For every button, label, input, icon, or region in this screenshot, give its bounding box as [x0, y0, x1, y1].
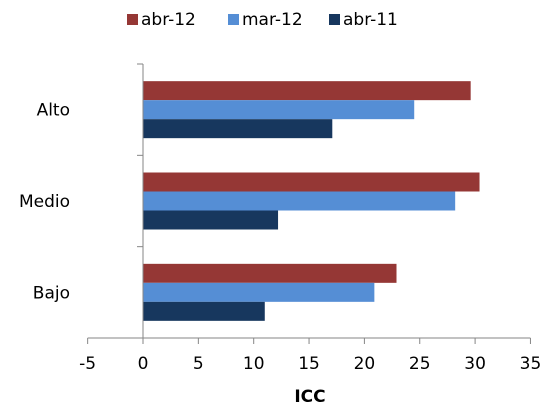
x-tick-label: 15 — [298, 354, 320, 374]
x-tick-label: 20 — [354, 354, 376, 374]
bars — [143, 81, 480, 321]
x-axis-title: ICC — [294, 387, 325, 407]
legend: abr-12 mar-12 abr-11 — [127, 10, 398, 30]
bar-mar-12-alto — [143, 100, 415, 120]
bar-abr-12-alto — [143, 81, 471, 101]
legend-swatch-abr-12 — [127, 14, 138, 25]
x-tick-label: 10 — [243, 354, 265, 374]
x-tick-label: 30 — [464, 354, 486, 374]
category-label-medio: Medio — [19, 192, 70, 212]
bar-mar-12-medio — [143, 191, 456, 211]
legend-label-abr-12: abr-12 — [141, 10, 196, 30]
bar-abr-11-alto — [143, 119, 333, 139]
axes — [87, 63, 531, 344]
bar-mar-12-bajo — [143, 282, 375, 302]
x-tick-label: 5 — [193, 354, 204, 374]
x-tick-label: 35 — [520, 354, 542, 374]
legend-swatch-mar-12 — [228, 14, 239, 25]
x-tick-label: -5 — [79, 354, 96, 374]
x-tick-label: 25 — [409, 354, 431, 374]
legend-swatch-abr-11 — [329, 14, 340, 25]
bar-abr-12-medio — [143, 172, 480, 192]
x-tick-label: 0 — [138, 354, 149, 374]
category-label-alto: Alto — [37, 101, 70, 121]
bar-abr-11-bajo — [143, 301, 265, 321]
category-label-bajo: Bajo — [33, 283, 70, 303]
bar-abr-11-medio — [143, 210, 279, 230]
bar-abr-12-bajo — [143, 263, 397, 283]
legend-label-abr-11: abr-11 — [343, 10, 398, 30]
category-labels: Alto Medio Bajo — [19, 101, 70, 304]
x-tick-labels: -5 0 5 10 15 20 25 30 35 — [79, 354, 541, 374]
legend-label-mar-12: mar-12 — [242, 10, 303, 30]
